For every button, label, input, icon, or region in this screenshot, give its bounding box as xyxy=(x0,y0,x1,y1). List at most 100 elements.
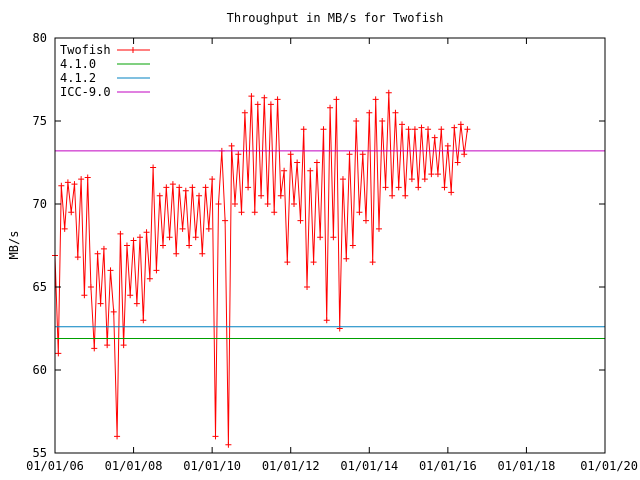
y-tick-label: 60 xyxy=(33,363,47,377)
data-point xyxy=(248,93,255,100)
legend-label-twofish: Twofish xyxy=(60,43,111,57)
data-point xyxy=(297,217,304,224)
legend-label-4-1-0: 4.1.0 xyxy=(60,57,96,71)
data-point xyxy=(127,292,134,299)
data-point xyxy=(454,159,461,166)
data-point xyxy=(277,192,284,199)
data-point xyxy=(81,292,88,299)
data-point xyxy=(78,176,85,183)
data-point xyxy=(271,209,278,216)
data-point xyxy=(117,230,124,237)
data-point xyxy=(130,237,137,244)
data-point xyxy=(91,345,98,352)
data-point xyxy=(87,284,94,290)
data-point xyxy=(61,225,68,232)
data-point xyxy=(186,242,193,249)
data-point xyxy=(196,192,203,199)
series-line-twofish xyxy=(54,92,468,445)
data-point xyxy=(300,126,307,133)
data-point xyxy=(362,217,369,224)
data-point xyxy=(385,89,392,96)
data-point xyxy=(189,184,196,191)
data-point xyxy=(228,142,235,149)
data-point xyxy=(215,201,222,207)
data-point xyxy=(274,96,281,103)
data-point xyxy=(356,209,363,216)
data-point xyxy=(199,250,206,257)
data-point xyxy=(64,179,71,186)
data-point xyxy=(434,171,441,178)
data-point xyxy=(339,176,346,183)
data-point xyxy=(222,217,229,224)
data-point xyxy=(205,225,212,232)
data-point xyxy=(346,151,353,158)
data-point xyxy=(264,201,271,207)
data-point xyxy=(241,109,248,116)
data-point xyxy=(382,184,389,191)
data-point xyxy=(320,126,327,133)
data-point xyxy=(140,317,147,324)
data-point xyxy=(100,245,107,252)
data-point xyxy=(287,151,294,158)
y-tick-label: 65 xyxy=(33,280,47,294)
tick-marks xyxy=(54,37,606,454)
data-point xyxy=(110,308,117,315)
data-point xyxy=(366,109,373,116)
legend-label-4-1-2: 4.1.2 xyxy=(60,71,96,85)
data-point xyxy=(231,201,238,207)
data-point xyxy=(448,189,455,196)
data-point xyxy=(392,109,399,116)
data-point xyxy=(438,126,445,133)
data-point xyxy=(304,284,311,290)
data-point xyxy=(353,118,360,124)
data-point xyxy=(173,250,180,257)
data-point xyxy=(323,317,330,324)
y-axis-label: MB/s xyxy=(7,231,21,260)
data-point xyxy=(202,184,209,191)
data-point xyxy=(444,142,451,149)
data-point xyxy=(136,234,143,241)
data-point xyxy=(97,300,104,307)
data-point xyxy=(425,126,432,133)
data-point xyxy=(68,209,75,216)
data-point xyxy=(313,159,320,166)
x-tick-label: 01/01/10 xyxy=(183,459,241,473)
data-point xyxy=(421,176,428,183)
data-point xyxy=(395,184,402,191)
x-tick-label: 01/01/12 xyxy=(262,459,320,473)
data-point xyxy=(405,126,412,133)
plot-frame xyxy=(54,37,606,454)
data-point xyxy=(163,184,170,191)
axes: 55 60 65 70 75 80 01/01/06 01/01/08 01/01/10 01/0… xyxy=(26,31,638,473)
data-point xyxy=(169,181,176,188)
data-point xyxy=(159,242,166,249)
data-point xyxy=(267,101,274,108)
x-tick-label: 01/01/14 xyxy=(340,459,398,473)
data-point xyxy=(212,433,219,440)
data-point xyxy=(457,121,464,128)
data-point xyxy=(379,118,386,124)
data-point xyxy=(428,171,435,178)
data-point xyxy=(441,184,448,191)
data-point xyxy=(310,259,317,266)
y-tick-label: 75 xyxy=(33,114,47,128)
data-point xyxy=(281,167,288,174)
data-point xyxy=(411,126,418,133)
x-tick-label: 01/01/18 xyxy=(498,459,556,473)
data-point xyxy=(153,267,160,274)
y-tick-label: 55 xyxy=(33,446,47,460)
data-point xyxy=(84,174,91,181)
data-point xyxy=(71,181,78,188)
data-point xyxy=(238,209,245,216)
y-tick-label: 80 xyxy=(33,31,47,45)
data-point xyxy=(225,441,232,448)
data-point xyxy=(418,124,425,131)
data-point xyxy=(359,151,366,158)
data-point xyxy=(94,250,101,257)
data-point xyxy=(291,201,298,207)
chart-title: Throughput in MB/s for Twofish xyxy=(227,11,444,25)
data-point xyxy=(104,342,111,349)
legend-marker xyxy=(130,47,136,53)
